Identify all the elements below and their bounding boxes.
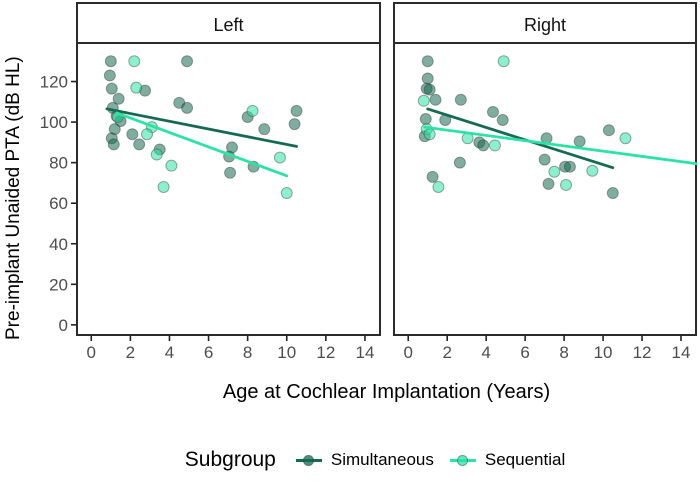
x-tick-label: 2 bbox=[442, 343, 451, 362]
x-tick-label: 10 bbox=[594, 343, 613, 362]
data-point-sequential bbox=[417, 94, 430, 107]
trend-line-simultaneous bbox=[105, 107, 298, 148]
data-point-simultaneous bbox=[103, 69, 116, 82]
data-point-simultaneous bbox=[477, 139, 490, 152]
legend: Subgroup Simultaneous Sequential bbox=[50, 443, 700, 477]
data-point-simultaneous bbox=[126, 128, 139, 141]
x-tick-label: 2 bbox=[126, 343, 135, 362]
data-point-simultaneous bbox=[429, 93, 442, 106]
x-tick-label: 0 bbox=[403, 343, 412, 362]
data-point-sequential bbox=[157, 180, 170, 193]
data-point-sequential bbox=[130, 81, 143, 94]
data-point-simultaneous bbox=[133, 138, 146, 151]
legend-title: Subgroup bbox=[184, 448, 276, 471]
data-point-sequential bbox=[280, 187, 293, 200]
x-tick-label: 4 bbox=[481, 343, 490, 362]
y-tick-label: 100 bbox=[40, 113, 68, 132]
data-point-simultaneous bbox=[454, 93, 467, 106]
data-point-sequential bbox=[488, 139, 501, 152]
data-point-simultaneous bbox=[486, 105, 499, 118]
x-tick-label: 14 bbox=[672, 343, 691, 362]
data-point-simultaneous bbox=[563, 160, 576, 173]
data-point-simultaneous bbox=[573, 135, 586, 148]
key-dot bbox=[303, 454, 315, 466]
trend-line-simultaneous bbox=[426, 107, 615, 170]
facet-panel-left bbox=[76, 42, 381, 336]
data-point-simultaneous bbox=[181, 55, 194, 68]
x-tick-label: 6 bbox=[520, 343, 529, 362]
data-point-simultaneous bbox=[258, 123, 271, 136]
data-point-simultaneous bbox=[107, 138, 120, 151]
x-tick-label: 8 bbox=[559, 343, 568, 362]
data-point-sequential bbox=[560, 178, 573, 191]
data-point-simultaneous bbox=[173, 96, 186, 109]
data-point-simultaneous bbox=[496, 114, 509, 127]
data-point-sequential bbox=[586, 164, 599, 177]
data-point-simultaneous bbox=[104, 55, 117, 68]
data-point-simultaneous bbox=[181, 101, 194, 114]
legend-label: Simultaneous bbox=[330, 450, 434, 469]
data-point-simultaneous bbox=[288, 118, 301, 131]
data-point-sequential bbox=[150, 148, 163, 161]
data-point-simultaneous bbox=[426, 170, 439, 183]
facet-panel-right bbox=[393, 42, 697, 336]
legend-entry-sequential: Sequential bbox=[449, 450, 566, 470]
legend-label: Sequential bbox=[484, 450, 566, 469]
facet-strip-right bbox=[393, 2, 697, 44]
data-point-simultaneous bbox=[421, 72, 434, 85]
data-point-sequential bbox=[619, 132, 632, 145]
facet-strip-label: Left bbox=[213, 15, 243, 35]
data-point-simultaneous bbox=[112, 92, 125, 105]
facet-strip-label: Right bbox=[524, 15, 566, 35]
x-tick-label: 12 bbox=[633, 343, 652, 362]
data-point-sequential bbox=[548, 165, 561, 178]
x-tick-label: 12 bbox=[316, 343, 335, 362]
data-point-simultaneous bbox=[453, 156, 466, 169]
data-point-simultaneous bbox=[419, 113, 432, 126]
data-point-sequential bbox=[432, 180, 445, 193]
data-point-simultaneous bbox=[602, 124, 615, 137]
y-tick-label: 80 bbox=[49, 154, 68, 173]
data-point-simultaneous bbox=[421, 55, 434, 68]
x-tick-label: 8 bbox=[243, 343, 252, 362]
y-tick-label: 20 bbox=[49, 275, 68, 294]
data-point-sequential bbox=[497, 55, 510, 68]
data-point-simultaneous bbox=[105, 82, 118, 95]
data-point-sequential bbox=[165, 159, 178, 172]
x-axis-title: Age at Cochlear Implantation (Years) bbox=[222, 381, 551, 403]
x-tick-label: 0 bbox=[87, 343, 96, 362]
x-tick-label: 10 bbox=[277, 343, 296, 362]
trend-line-sequential bbox=[423, 125, 698, 166]
y-tick-label: 40 bbox=[49, 235, 68, 254]
data-point-simultaneous bbox=[423, 83, 436, 96]
y-tick-label: 60 bbox=[49, 194, 68, 213]
data-point-sequential bbox=[423, 128, 436, 141]
data-point-sequential bbox=[140, 128, 153, 141]
data-point-simultaneous bbox=[290, 104, 303, 117]
trend-line-sequential bbox=[115, 111, 289, 178]
y-tick-label: 0 bbox=[59, 316, 68, 335]
legend-entry-simultaneous: Simultaneous bbox=[295, 450, 434, 470]
sequential-key-icon bbox=[449, 454, 476, 467]
x-tick-label: 4 bbox=[165, 343, 174, 362]
chart-plot-area: 0 20 40 60 80 100 120 Left 0 2 4 6 8 10 12 14 Right 0 2 4 6 8… bbox=[40, 2, 698, 362]
x-tick-label: 14 bbox=[355, 343, 374, 362]
data-point-simultaneous bbox=[224, 166, 237, 179]
key-dot bbox=[457, 454, 469, 466]
data-point-simultaneous bbox=[606, 187, 619, 200]
y-tick-label: 120 bbox=[40, 73, 68, 92]
x-tick-label: 6 bbox=[204, 343, 213, 362]
data-point-simultaneous bbox=[542, 177, 555, 190]
data-point-sequential bbox=[128, 55, 141, 68]
data-point-sequential bbox=[246, 104, 259, 117]
data-point-simultaneous bbox=[538, 153, 551, 166]
simultaneous-key-icon bbox=[295, 454, 322, 467]
data-point-sequential bbox=[273, 151, 286, 164]
